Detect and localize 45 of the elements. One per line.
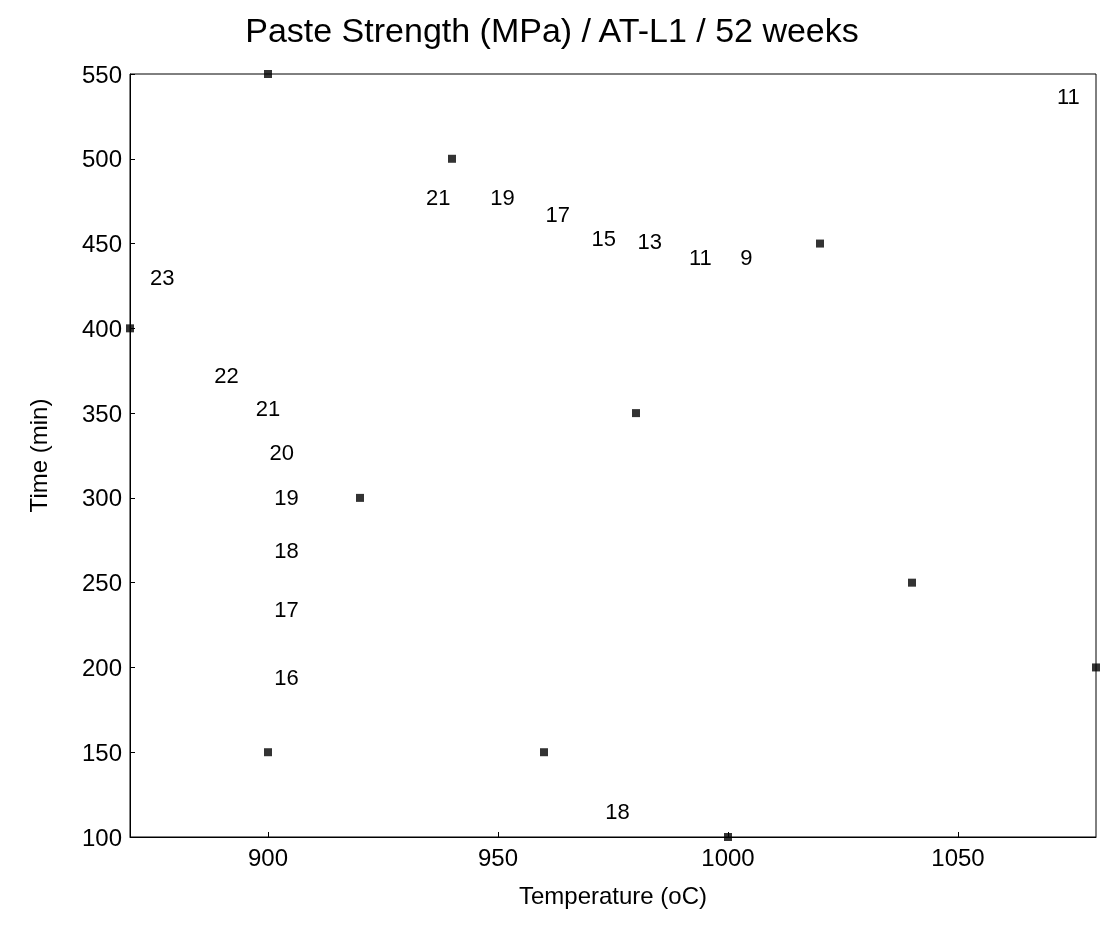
chart-title: Paste Strength (MPa) / AT-L1 / 52 weeks	[245, 11, 859, 49]
x-tick-label: 1050	[931, 843, 985, 871]
annotation: 19	[490, 185, 515, 211]
annotation: 18	[605, 799, 630, 825]
annotation: 16	[274, 665, 299, 691]
y-tick-label: 150	[81, 738, 122, 766]
y-tick-label: 300	[81, 484, 122, 512]
point	[908, 578, 916, 587]
point	[540, 748, 548, 757]
point	[724, 833, 732, 841]
point	[264, 748, 272, 757]
annotation: 19	[274, 485, 299, 511]
annotation: 13	[637, 229, 663, 255]
x-tick-label: 950	[477, 843, 519, 871]
x-axis-title: Temperature (oC)	[518, 881, 708, 909]
annotation: 21	[255, 395, 281, 421]
annotation: 21	[425, 185, 451, 211]
y-tick-label: 450	[81, 230, 122, 258]
point	[1092, 663, 1100, 672]
point	[264, 70, 272, 78]
annotation: 11	[688, 244, 712, 270]
y-tick-label: 200	[81, 653, 122, 681]
point	[816, 239, 824, 248]
annotation: 22	[214, 363, 239, 389]
annotation: 17	[274, 597, 299, 623]
annotation: 17	[545, 202, 571, 228]
y-tick-label: 400	[81, 314, 122, 342]
annotation: 20	[269, 439, 295, 465]
y-tick-label: 500	[81, 145, 122, 173]
point	[632, 409, 640, 418]
point	[126, 324, 134, 333]
y-tick-label: 550	[81, 60, 122, 88]
annotation: 9	[740, 244, 753, 270]
y-axis-title: Time (min)	[24, 398, 52, 513]
x-tick-label: 900	[247, 843, 289, 871]
annotation: 11	[1056, 83, 1080, 109]
annotation: 18	[274, 537, 299, 563]
y-tick-label: 100	[81, 823, 122, 851]
x-tick-label: 1000	[701, 843, 755, 871]
point	[356, 493, 364, 502]
point	[448, 154, 456, 163]
y-tick-label: 250	[81, 569, 122, 597]
annotation: 23	[149, 264, 175, 290]
y-tick-label: 350	[81, 399, 122, 427]
annotation: 15	[591, 225, 617, 251]
